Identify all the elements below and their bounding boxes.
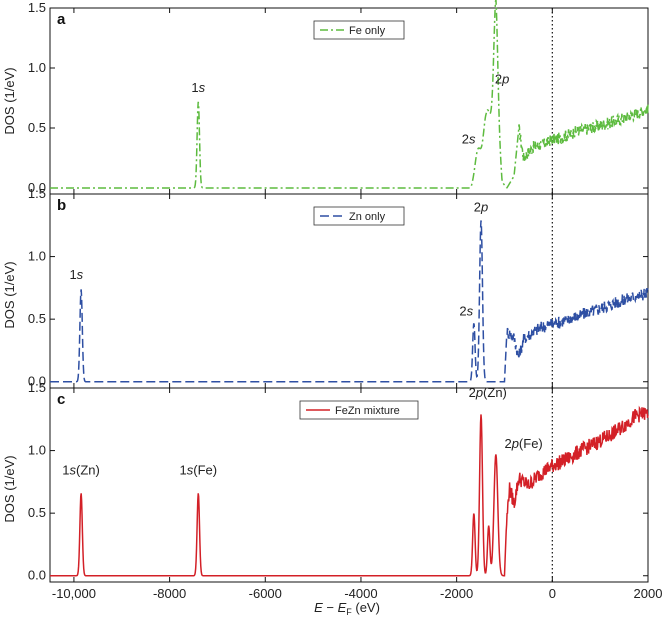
panel-a: 0.0 0.5 1.0 1.5 a Fe only 1s 2p 2s — [28, 0, 649, 195]
peak-annotation: 2p(Fe) — [504, 436, 542, 451]
peak-annotation: 2p — [474, 200, 488, 215]
y-tick-label: 1.0 — [28, 249, 46, 264]
y-tick-label: 1.5 — [28, 0, 46, 15]
peak-annotation: 2p(Zn) — [469, 385, 507, 400]
plot-frame — [49, 387, 649, 583]
y-tick-label: 1.0 — [28, 60, 46, 75]
legend-label: Fe only — [349, 25, 386, 37]
panel-b: 0.0 0.5 1.0 1.5 b Zn only 1s 2p 2s — [28, 186, 649, 389]
peak-annotation: 2s — [459, 303, 473, 318]
peak-annotation: 2p — [495, 72, 509, 87]
x-axis-label: E − EF (eV) — [314, 600, 380, 617]
peak-annotation: 1s(Fe) — [180, 462, 218, 477]
y-tick-label: 0.5 — [28, 505, 46, 520]
legend-box — [313, 206, 405, 226]
x-tick-label: 2000 — [634, 586, 663, 601]
legend-label: Zn only — [349, 211, 386, 223]
y-tick-label: 0.0 — [28, 180, 46, 195]
y-tick-label: 0.0 — [28, 374, 46, 389]
legend-box — [299, 400, 419, 420]
series-line-b — [50, 220, 649, 383]
panel-letter: c — [57, 391, 65, 408]
x-tick-label: -4000 — [344, 586, 377, 601]
panel-letter: a — [57, 11, 66, 28]
y-axis-label-c: DOS (1/eV) — [2, 455, 17, 522]
series-line-a — [50, 0, 649, 189]
panel-letter: b — [57, 197, 66, 214]
legend-label: FeZn mixture — [335, 405, 400, 417]
series-line-c — [50, 405, 649, 577]
x-tick-label: -10,000 — [52, 586, 96, 601]
y-axis-label-b: DOS (1/eV) — [2, 261, 17, 328]
peak-annotation: 2s — [462, 132, 476, 147]
y-tick-label: 1.5 — [28, 380, 46, 395]
panel-c: 0.0 0.5 1.0 1.5 -10,000 -8000 -6000 -4000 -2000 0… — [28, 380, 663, 601]
y-tick-label: 0.5 — [28, 311, 46, 326]
x-tick-label: -8000 — [153, 586, 186, 601]
panels: 0.0 0.5 1.0 1.5 a Fe only 1s 2p 2s 0.0 0.5 1.0 1.5 b Z… — [28, 0, 663, 601]
x-tick-label: -6000 — [249, 586, 282, 601]
peak-annotation: 1s — [191, 80, 205, 95]
y-tick-label: 1.0 — [28, 443, 46, 458]
y-axis-label-a: DOS (1/eV) — [2, 67, 17, 134]
legend-box — [313, 20, 405, 40]
y-tick-label: 0.0 — [28, 568, 46, 583]
peak-annotation: 1s — [69, 267, 83, 282]
y-tick-label: 0.5 — [28, 120, 46, 135]
peak-annotation: 1s(Zn) — [62, 462, 100, 477]
y-tick-label: 1.5 — [28, 186, 46, 201]
x-tick-label: -2000 — [440, 586, 473, 601]
x-tick-label: 0 — [549, 586, 556, 601]
